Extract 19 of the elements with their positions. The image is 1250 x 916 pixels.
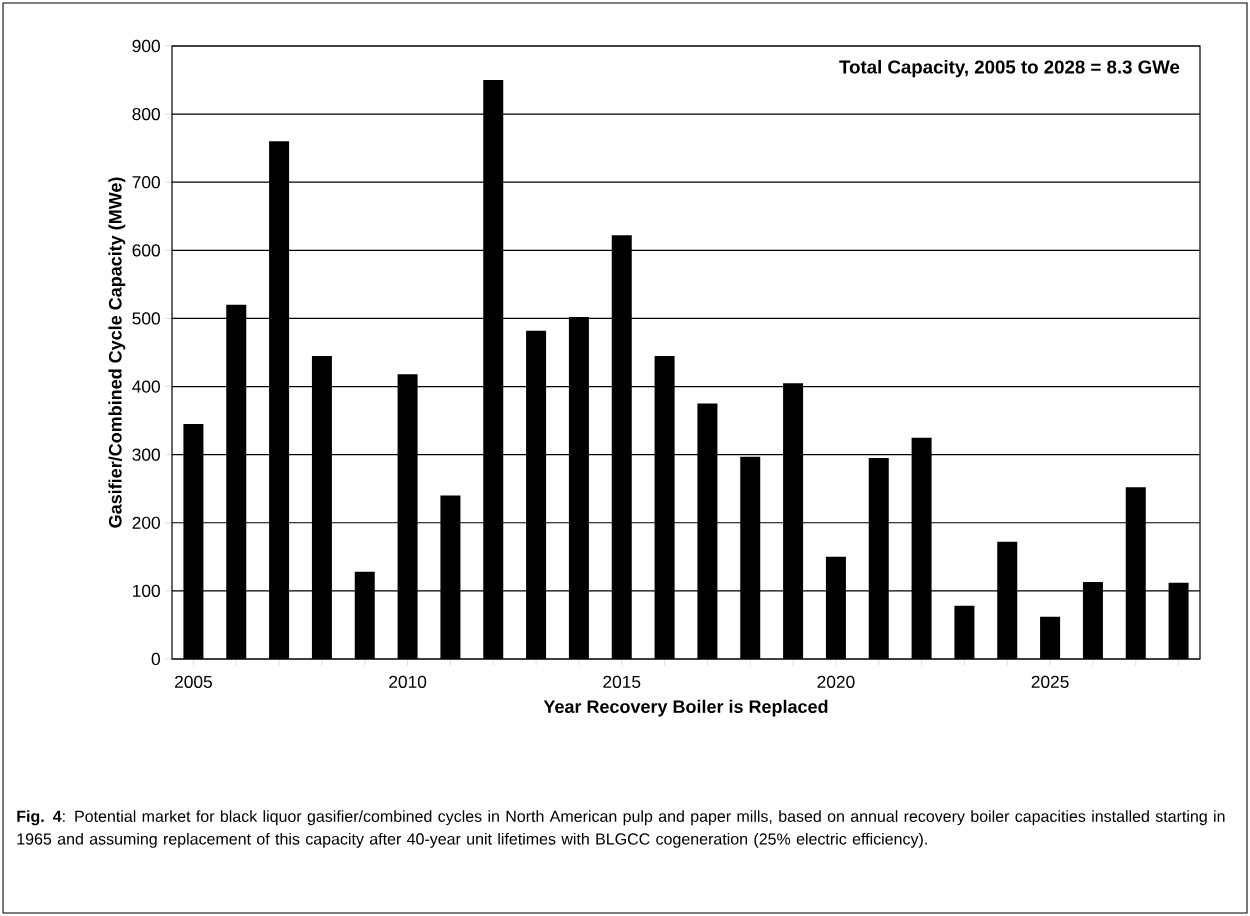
y-axis-title: Gasifier/Combined Cycle Capacity (MWe)	[108, 177, 126, 528]
y-tick-label: 0	[151, 652, 160, 666]
y-tick-label: 400	[132, 380, 160, 393]
y-tick-label: 700	[132, 176, 160, 189]
x-tick-label: 2020	[817, 675, 855, 688]
x-tick-label: 2005	[175, 675, 212, 688]
text: Fig. 4: Potential market for black liquor gasifier/combined cycles in North American pulp and paper mills, based on annual recovery boiler capacities installed starting in 1965 and assuming replacement of this capacity after 40-year unit lifetimes with BLGCC cogeneration (25% electric efficiency).	[17, 810, 1225, 848]
y-tick-label: 600	[132, 244, 160, 257]
y-tick-label: 800	[132, 107, 160, 121]
x-tick-label: 2015	[603, 675, 641, 688]
annotation: Total Capacity, 2005 to 2028 = 8.3 GWe	[839, 59, 1180, 78]
y-tick-label: 900	[132, 39, 160, 53]
x-tick-label: 2010	[389, 675, 427, 688]
x-axis-title: Year Recovery Boiler is Replaced	[543, 699, 828, 717]
y-tick-label: 500	[132, 312, 160, 325]
y-tick-label: 300	[132, 448, 160, 461]
y-tick-label: 200	[132, 516, 160, 529]
x-tick-label: 2025	[1031, 675, 1069, 688]
y-tick-label: 100	[133, 584, 160, 598]
